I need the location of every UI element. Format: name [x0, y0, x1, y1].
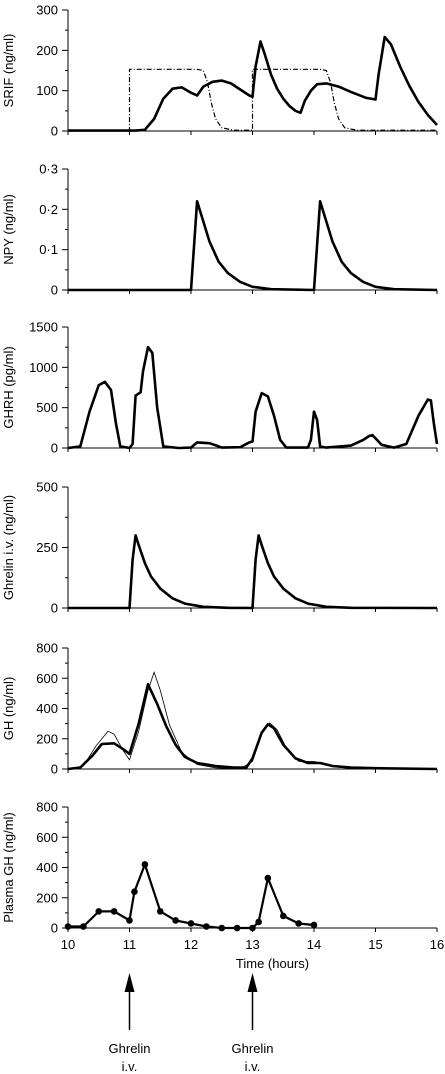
y-tick-label: 500	[36, 480, 58, 495]
series-line-2	[67, 670, 438, 770]
data-point	[249, 924, 256, 932]
y-axis-label: Plasma GH (ng/ml)	[1, 812, 16, 923]
y-axis-label: GHRH (pg/ml)	[1, 346, 16, 428]
data-point	[172, 917, 179, 924]
data-point	[203, 923, 210, 930]
y-axis-label: SRIF (ng/ml)	[1, 34, 16, 108]
series-line-1	[68, 861, 315, 930]
ghrelin-arrow-annotation: Ghrelin i.v.	[232, 973, 274, 1074]
x-tick-label: 12	[184, 937, 198, 952]
series-line-1	[68, 200, 438, 292]
ghrelin-arrow-annotation: Ghrelin i.v.	[109, 973, 151, 1074]
y-tick-label: 200	[36, 43, 58, 58]
y-axis-label: GH (ng/ml)	[1, 677, 16, 741]
x-tick-label: 11	[123, 937, 137, 952]
y-tick-label: 200	[36, 890, 58, 905]
y-tick-label: 200	[36, 731, 58, 746]
annotation-sublabel: i.v.	[245, 1059, 261, 1074]
y-tick-label: 600	[36, 671, 58, 686]
annotation-label: Ghrelin	[109, 1041, 151, 1056]
y-tick-label: 400	[36, 701, 58, 716]
y-tick-label: 0	[51, 762, 58, 777]
data-point	[156, 908, 164, 915]
x-tick-label: 13	[245, 937, 259, 952]
data-point	[233, 924, 241, 932]
y-tick-label: 0	[51, 441, 58, 456]
data-point	[310, 921, 318, 929]
y-tick-label: 0	[51, 124, 58, 139]
chart-panel-1: 0 100 200 300 SRIF (ng/ml)	[1, 3, 438, 139]
chart-panel-4: 0 250 500 Ghrelin i.v. (ng/ml)	[1, 480, 438, 616]
data-point	[279, 912, 287, 920]
series-line-1	[67, 345, 439, 450]
data-point	[295, 920, 302, 927]
y-tick-label: 0·2	[39, 202, 58, 217]
y-tick-label: 400	[36, 860, 58, 875]
y-tick-label: 800	[36, 641, 58, 656]
data-point	[110, 908, 118, 915]
y-tick-label: 0	[51, 921, 58, 936]
series-line-1	[67, 683, 438, 771]
data-point	[64, 923, 72, 930]
data-point	[95, 908, 103, 915]
data-point	[131, 888, 138, 895]
series-line-1	[68, 534, 438, 610]
data-point	[264, 874, 272, 882]
x-tick-label: 16	[430, 937, 444, 952]
y-tick-label: 0	[51, 601, 58, 616]
y-tick-label: 300	[36, 3, 58, 18]
x-tick-label: 15	[368, 937, 382, 952]
y-tick-label: 800	[36, 800, 58, 815]
series-line-1	[68, 35, 438, 132]
data-point	[126, 917, 133, 924]
y-tick-label: 100	[36, 83, 58, 98]
data-point	[141, 861, 149, 868]
x-tick-label: 10	[61, 937, 75, 952]
y-axis-label: Ghrelin i.v. (ng/ml)	[1, 495, 16, 600]
y-tick-label: 1000	[29, 360, 58, 375]
chart-panel-2: 0 0·1 0·2 0·3 NPY (ng/ml)	[1, 162, 438, 298]
chart-panel-3: 0 500 1000 1500 GHRH (pg/ml)	[1, 320, 439, 456]
y-tick-label: 0·3	[39, 162, 58, 177]
data-point	[255, 918, 262, 926]
y-axis-label: NPY (ng/ml)	[1, 194, 16, 265]
y-tick-label: 600	[36, 830, 58, 845]
y-tick-label: 0·1	[39, 242, 58, 257]
data-point	[218, 924, 226, 932]
annotation-sublabel: i.v.	[122, 1059, 138, 1074]
x-axis-title: Time (hours)	[236, 956, 309, 971]
arrow-head	[247, 973, 258, 992]
x-tick-label: 14	[307, 937, 321, 952]
y-tick-label: 0	[51, 283, 58, 298]
y-tick-label: 250	[36, 540, 58, 555]
y-tick-label: 1500	[29, 320, 58, 335]
data-point	[187, 920, 195, 927]
chart-panel-5: 0 200 400 600 800 GH (ng/ml)	[1, 641, 438, 777]
series-line-2	[68, 68, 437, 132]
y-tick-label: 500	[36, 400, 58, 415]
chart-panel-6: 0 200 400 600 800 Plasma GH (ng/ml) 10 11 12 13 14…	[1, 800, 444, 972]
annotation-label: Ghrelin	[232, 1041, 274, 1056]
arrow-head	[124, 973, 135, 992]
data-point	[80, 923, 87, 930]
